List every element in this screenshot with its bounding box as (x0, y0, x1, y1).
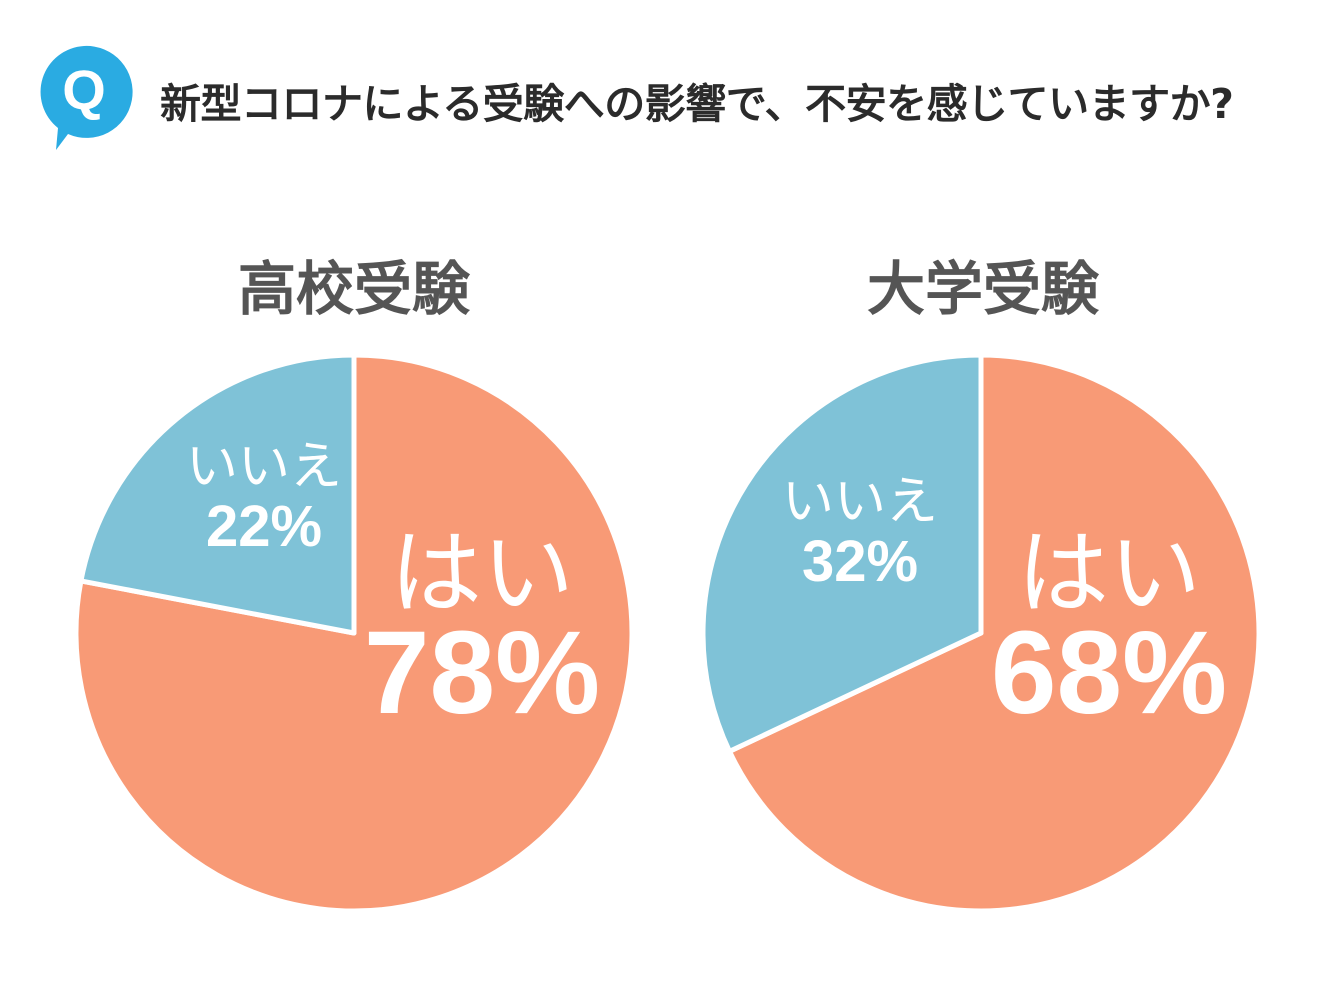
pie-value-university-no: 32% (802, 529, 918, 594)
chart-title-high-school: 高校受験 (237, 255, 470, 323)
pie-value-high-school-no: 22% (206, 494, 322, 559)
pie-slice-high-school-no (78, 352, 357, 636)
question-badge-icon: Q (40, 45, 133, 151)
badge-letter: Q (62, 58, 106, 121)
pie-label-high-school-no: いいえ (186, 437, 342, 497)
pie-label-university-no: いいえ (782, 472, 938, 532)
pie-label-university-yes: はい (1017, 520, 1201, 627)
pie-slice-university-no (700, 352, 984, 754)
chart-title-university: 大学受験 (866, 255, 1099, 323)
pie-slice-university-yes (726, 352, 1262, 914)
pie-label-high-school-yes: はい (390, 520, 574, 627)
pie-value-university-yes: 68% (991, 607, 1227, 739)
speech-bubble-shape (40, 45, 133, 151)
pie-value-high-school-yes: 78% (364, 607, 600, 739)
pie-slice-high-school-yes (73, 352, 635, 914)
question-text: 新型コロナによる受験への影響で、不安を感じていますか? (160, 80, 1234, 128)
